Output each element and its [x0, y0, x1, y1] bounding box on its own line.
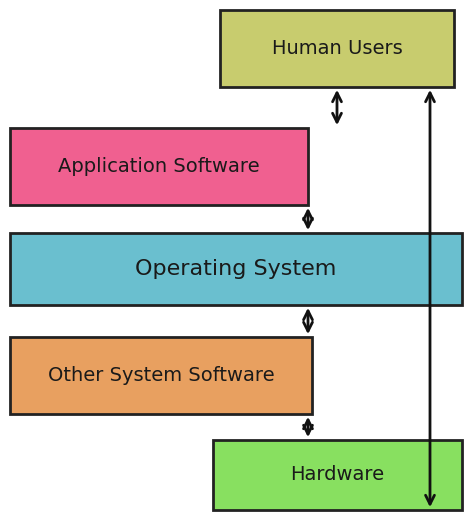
Bar: [10, 233, 462, 305]
Text: Application Software: Application Software: [58, 157, 260, 176]
Text: Human Users: Human Users: [272, 39, 402, 58]
Text: Hardware: Hardware: [291, 465, 384, 485]
Bar: [213, 440, 462, 510]
Bar: [10, 128, 308, 205]
Bar: [220, 10, 454, 87]
Text: Operating System: Operating System: [135, 259, 337, 279]
Text: Other System Software: Other System Software: [48, 366, 274, 385]
Bar: [10, 337, 312, 414]
